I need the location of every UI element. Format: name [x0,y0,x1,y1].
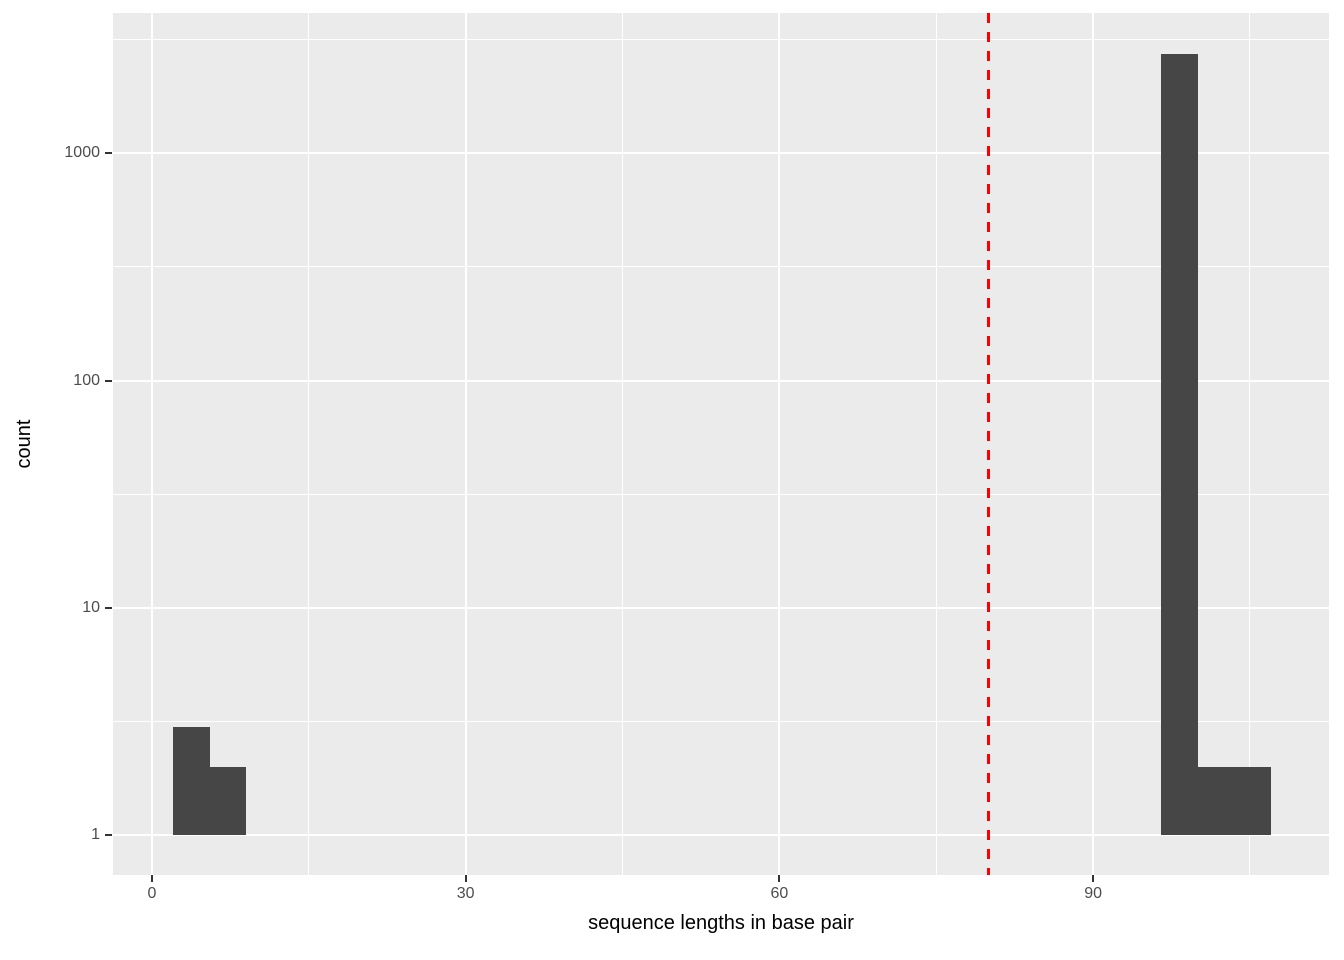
x-axis-title: sequence lengths in base pair [588,912,854,934]
x-gridline-minor [622,13,624,875]
threshold-line [987,13,991,875]
histogram-bar [209,767,247,836]
x-tick-mark [778,875,781,882]
x-axis: 0 30 60 90 [113,875,1329,920]
x-tick-mark [151,875,153,882]
y-gridline-minor [113,39,1329,41]
y-gridline-major [113,152,1329,155]
x-tick-label: 90 [1084,885,1102,902]
y-gridline-minor [113,493,1329,495]
y-gridline-major [113,379,1329,382]
y-tick-mark [105,834,112,837]
x-gridline-major [778,13,781,875]
histogram-bar [1161,54,1198,836]
y-gridline-major [113,834,1329,837]
x-gridline-minor [1249,13,1251,875]
y-tick-label: 1 [91,826,100,844]
y-tick-label: 10 [82,599,100,617]
x-gridline-major [151,13,153,875]
plot-panel [113,13,1329,875]
x-gridline-major [464,13,467,875]
y-axis-title: count [13,419,35,469]
y-axis: 1 10 100 1000 [0,13,113,875]
x-gridline-minor [308,13,310,875]
x-tick-label: 0 [147,885,157,902]
histogram-bar [1197,767,1235,836]
y-tick-mark [105,607,112,610]
y-tick-label: 1000 [64,144,100,162]
histogram-bar [1234,767,1271,836]
x-gridline-major [1092,13,1095,875]
x-tick-label: 60 [770,885,789,902]
x-tick-mark [1092,875,1095,882]
y-tick-mark [105,152,112,155]
y-gridline-minor [113,266,1329,268]
y-tick-label: 100 [73,371,100,389]
x-gridline-minor [935,13,937,875]
y-gridline-major [113,607,1329,610]
x-tick-mark [464,875,467,882]
x-tick-label: 30 [456,885,475,902]
y-gridline-minor [113,721,1329,723]
y-tick-mark [105,379,112,382]
histogram-bar [172,726,210,836]
